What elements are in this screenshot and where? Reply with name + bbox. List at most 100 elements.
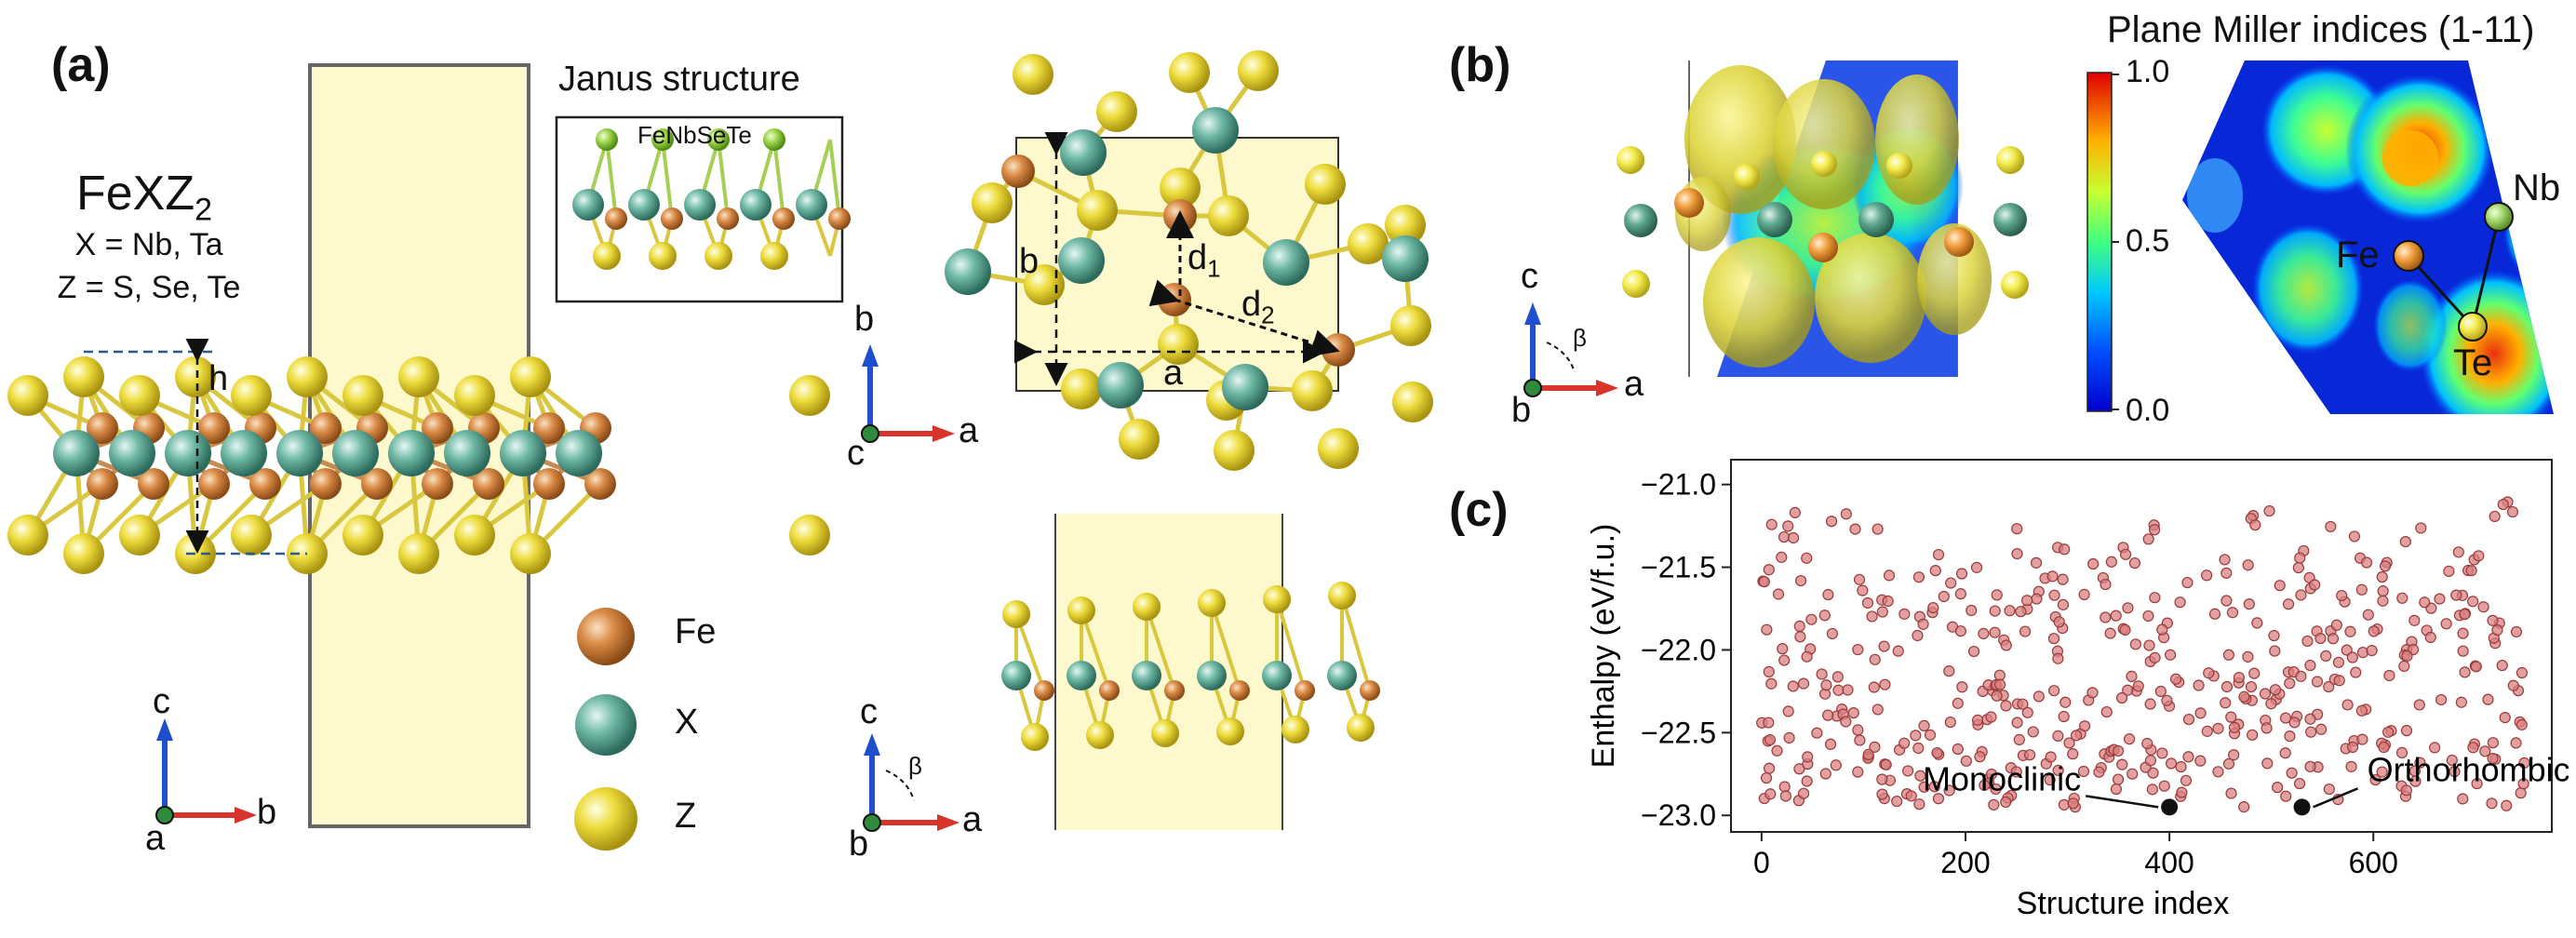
scatter-point — [2518, 757, 2530, 769]
scatter-point — [2330, 619, 2342, 631]
highlight-arrow — [2313, 787, 2359, 809]
scatter-point — [2268, 629, 2280, 642]
scatter-point — [2398, 660, 2410, 672]
scatter-point — [2355, 704, 2368, 717]
scatter-point — [1869, 653, 1881, 665]
scatter-point — [2323, 783, 2335, 796]
scatter-point — [1991, 589, 2003, 601]
scatter-point — [2220, 595, 2233, 607]
panel-c-label: (c) — [1449, 483, 1509, 537]
scatter-point — [2261, 757, 2274, 770]
scatter-point — [2293, 777, 2306, 790]
scatter-point — [2376, 570, 2388, 583]
scatter-point — [2284, 677, 2296, 690]
scatter-point — [2027, 726, 2039, 738]
scatter-point — [2228, 749, 2240, 761]
scatter-point — [1955, 568, 1968, 580]
scatter-point — [2238, 690, 2250, 703]
scatter-point — [1764, 734, 1777, 746]
scatter-point — [2429, 742, 2441, 754]
scatter-point — [2325, 520, 2337, 533]
scatter-point — [2174, 596, 2186, 609]
scatter-point — [2489, 510, 2501, 523]
scatter-point — [1787, 531, 1800, 544]
scatter-point — [2011, 547, 2023, 560]
scatter-point — [2212, 766, 2224, 778]
scatter-point — [1778, 530, 1791, 543]
scatter-point — [1765, 677, 1778, 690]
scatter-point — [2000, 639, 2012, 651]
scatter-point — [1797, 677, 1810, 690]
scatter-point — [2470, 661, 2482, 673]
scatter-point — [2105, 556, 2117, 568]
scatter-point — [2046, 570, 2059, 583]
y-tick-label: −21.0 — [1641, 468, 1716, 502]
scatter-point — [2292, 561, 2304, 574]
scatter-point — [2182, 751, 2194, 763]
scatter-point — [1861, 596, 1874, 610]
scatter-point — [1801, 650, 1813, 663]
scatter-point — [2031, 593, 2043, 605]
scatter-point — [2208, 608, 2221, 620]
scatter-point — [1882, 595, 1894, 608]
scatter-point — [2011, 717, 2023, 729]
scatter-point — [2242, 650, 2254, 663]
scatter-point — [2143, 639, 2155, 651]
colorbar-tick-max: 1.0 — [2126, 54, 2170, 89]
scatter-point — [1931, 746, 1943, 759]
scatter-point — [2247, 729, 2259, 741]
scatter-point — [2496, 659, 2508, 672]
scatter-point — [1763, 564, 1775, 576]
scatter-point — [2435, 693, 2448, 706]
highlight-label: Orthorhombic — [2368, 750, 2569, 788]
scatter-point — [2181, 576, 2194, 589]
scatter-point — [1771, 744, 1783, 757]
scatter-point — [1912, 629, 1924, 642]
scatter-point — [2487, 752, 2499, 765]
scatter-point — [2126, 670, 2138, 682]
highlight-label: Monoclinic — [1923, 759, 2081, 797]
scatter-point — [2193, 679, 2205, 691]
scatter-point — [1869, 741, 1881, 753]
scatter-point — [1822, 588, 1834, 601]
scatter-point — [1854, 734, 1866, 746]
scatter-point — [2116, 758, 2128, 770]
scatter-point — [2477, 601, 2489, 613]
scatter-point — [2123, 733, 2136, 745]
scatter-point — [1929, 565, 1941, 577]
scatter-point — [2482, 693, 2494, 705]
scatter-point — [1758, 576, 1770, 588]
scatter-point — [1866, 610, 1878, 623]
scatter-point — [2201, 570, 2213, 582]
scatter-point — [1778, 654, 1791, 666]
panel-b-graphics — [1523, 60, 2554, 414]
scatter-point — [2376, 766, 2388, 778]
scatter-point — [2238, 801, 2250, 813]
formula-title: FeXZ2 — [76, 167, 213, 228]
scatter-point — [2294, 552, 2306, 564]
scatter-point — [2295, 589, 2307, 601]
scatter-point — [2314, 632, 2327, 645]
axis-side-a: a — [145, 819, 166, 858]
x-tick-label: 600 — [2349, 846, 2398, 879]
scatter-point — [1778, 781, 1791, 793]
scatter-point — [2360, 556, 2373, 569]
scatter-point — [1787, 680, 1799, 692]
side-view-structure — [7, 356, 830, 574]
scatter-point — [1971, 714, 1984, 726]
scatter-point — [2203, 667, 2215, 679]
enthalpy-scatter-chart: 0 200 400 600 −21.0 −21.5 −22.0 −22.5 −23.0 Struc… — [1586, 459, 2569, 921]
scatter-point — [1892, 645, 1904, 657]
axes-front — [863, 733, 959, 832]
scatter-point — [2279, 712, 2292, 724]
plot-frame — [1730, 459, 2553, 833]
axis-top-a: a — [959, 411, 979, 450]
scatter-point — [2443, 565, 2455, 577]
scatter-point — [1811, 727, 1823, 739]
highlight-arrow — [2085, 795, 2159, 809]
scatter-point — [2356, 733, 2368, 745]
scatter-point — [2457, 627, 2469, 639]
scatter-point — [2052, 652, 2064, 664]
scatter-point — [2295, 670, 2307, 682]
scatter-point — [1853, 573, 1866, 585]
